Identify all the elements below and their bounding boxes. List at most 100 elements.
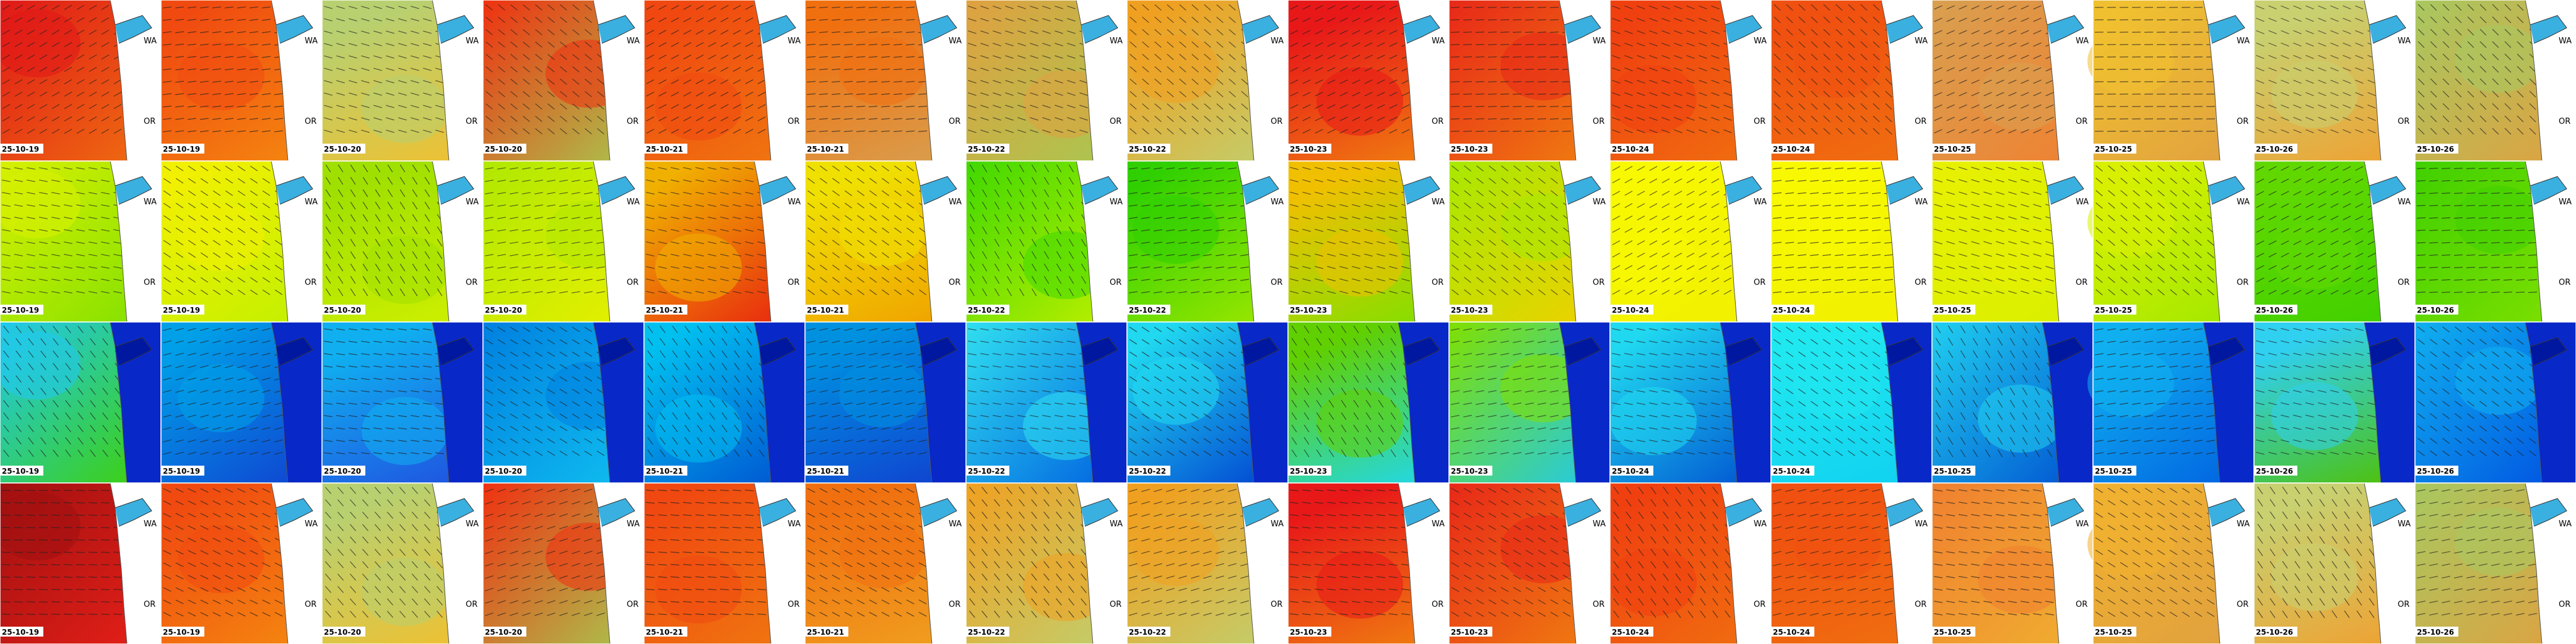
- wind-arrows: [3, 326, 133, 457]
- map-panel: WA OR 25-10-24: [1609, 160, 1772, 323]
- strait: [437, 337, 474, 366]
- date-label: 25-10-22: [968, 306, 1005, 315]
- panel-border: [2414, 482, 2576, 644]
- map-panel: WA OR 25-10-19: [0, 160, 162, 323]
- wind-arrows: [806, 6, 940, 133]
- map-panel: 25-10-26: [2414, 321, 2576, 484]
- place-label: WA: [1593, 37, 1606, 46]
- wind-arrows: [646, 5, 778, 134]
- date-label: 25-10-26: [2417, 306, 2454, 315]
- wind-arrows: [1289, 489, 1423, 616]
- place-label: WA: [2559, 198, 2572, 207]
- date-box: [483, 144, 526, 154]
- place-label: OR: [144, 600, 155, 609]
- field-blob: [0, 9, 80, 77]
- place-label: WA: [2076, 198, 2089, 207]
- date-box: [161, 627, 204, 637]
- map-panel: WA OR 25-10-21: [804, 0, 967, 162]
- date-label: 25-10-26: [2256, 145, 2293, 154]
- date-box: [483, 627, 526, 637]
- date-box: [1932, 305, 1975, 315]
- place-label: WA: [466, 37, 479, 46]
- map-panel: 25-10-20: [482, 321, 645, 484]
- wind-arrows: [1291, 325, 1421, 458]
- wind-arrows: [1290, 5, 1422, 134]
- wind-arrows: [1935, 325, 2065, 458]
- strait: [1564, 498, 1601, 527]
- date-label: 25-10-24: [1773, 628, 1810, 637]
- strait: [2530, 176, 2567, 205]
- map-panel: WA OR 25-10-21: [643, 482, 806, 644]
- strait: [276, 176, 313, 205]
- date-box: [2415, 627, 2458, 637]
- place-label: WA: [2076, 37, 2089, 46]
- strait: [1242, 498, 1279, 527]
- wind-arrows: [1933, 489, 2067, 616]
- date-label: 25-10-22: [1129, 306, 1166, 315]
- date-label: 25-10-22: [1129, 467, 1166, 476]
- date-label: 25-10-20: [485, 628, 522, 637]
- date-label: 25-10-23: [1451, 145, 1488, 154]
- place-label: WA: [144, 198, 157, 207]
- place-label: OR: [1432, 600, 1443, 609]
- date-box: [644, 627, 687, 637]
- date-label: 25-10-24: [1612, 628, 1649, 637]
- place-label: OR: [2559, 278, 2570, 287]
- date-label: 25-10-26: [2417, 628, 2454, 637]
- wind-arrows: [324, 487, 456, 618]
- place-label: OR: [1593, 600, 1604, 609]
- field-blob: [0, 170, 80, 238]
- place-label: WA: [466, 198, 479, 207]
- strait: [1725, 176, 1762, 205]
- wind-arrows: [2095, 487, 2227, 617]
- map-panel: WA OR 25-10-26: [2414, 482, 2576, 644]
- wind-arrows: [2417, 326, 2549, 456]
- strait: [2208, 176, 2245, 205]
- map-panel: WA OR 25-10-22: [965, 482, 1128, 644]
- place-label: OR: [305, 278, 316, 287]
- map-panel: WA OR 25-10-23: [1287, 160, 1450, 323]
- date-label: 25-10-25: [1934, 467, 1971, 476]
- strait: [276, 337, 313, 366]
- wind-arrows: [485, 167, 617, 294]
- strait: [920, 176, 957, 205]
- date-label: 25-10-26: [2417, 467, 2454, 476]
- place-label: WA: [1915, 198, 1928, 207]
- date-box: [1288, 466, 1331, 476]
- field-blob: [2087, 349, 2174, 417]
- strait: [115, 176, 152, 205]
- wind-arrows: [1934, 167, 2066, 294]
- strait: [1081, 15, 1118, 44]
- map-panel: WA OR 25-10-22: [1126, 482, 1289, 644]
- map-panel: 25-10-24: [1609, 321, 1772, 484]
- date-box: [644, 144, 687, 154]
- wind-arrows: [2, 4, 134, 134]
- date-box: [1127, 627, 1170, 637]
- strait: [1081, 498, 1118, 527]
- date-label: 25-10-26: [2256, 306, 2293, 315]
- strait: [2047, 176, 2084, 205]
- map-panel: WA OR 25-10-24: [1770, 0, 1933, 162]
- field-blob: [1610, 226, 1697, 294]
- wind-arrows: [807, 328, 939, 455]
- place-label: OR: [2398, 117, 2409, 126]
- date-box: [644, 466, 687, 476]
- place-label: OR: [1754, 278, 1765, 287]
- place-label: WA: [1754, 198, 1767, 207]
- date-box: [1610, 466, 1653, 476]
- strait: [598, 15, 635, 44]
- field-blob: [2087, 188, 2174, 256]
- place-label: OR: [2237, 600, 2248, 609]
- place-label: OR: [949, 278, 960, 287]
- wind-arrows: [1773, 4, 1905, 135]
- map-panel: 25-10-23: [1448, 321, 1611, 484]
- map-panel: WA OR 25-10-21: [804, 482, 967, 644]
- field-blob: [0, 331, 80, 399]
- date-box: [2254, 305, 2297, 315]
- date-label: 25-10-20: [485, 467, 522, 476]
- place-label: WA: [305, 198, 318, 207]
- wind-arrows: [1128, 167, 1262, 294]
- field-blob: [1500, 354, 1587, 422]
- wind-arrows: [163, 165, 295, 295]
